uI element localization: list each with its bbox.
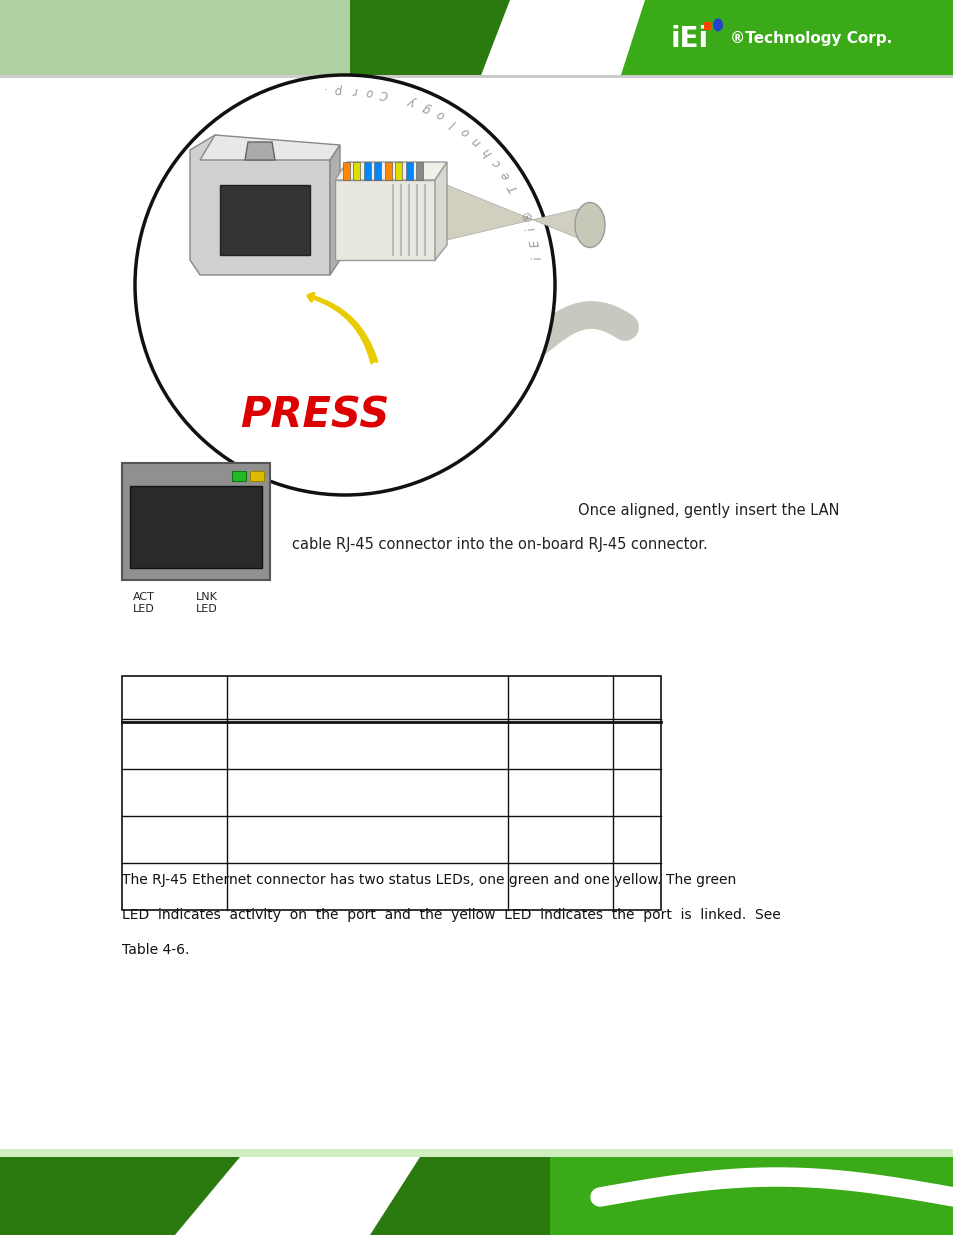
Polygon shape xyxy=(479,0,644,78)
Text: n: n xyxy=(469,133,483,148)
Polygon shape xyxy=(200,135,339,161)
Polygon shape xyxy=(330,144,339,275)
Text: cable RJ-45 connector into the on-board RJ-45 connector.: cable RJ-45 connector into the on-board … xyxy=(292,537,707,552)
Ellipse shape xyxy=(575,203,604,247)
Ellipse shape xyxy=(712,19,722,31)
Bar xyxy=(647,5,937,73)
Bar xyxy=(406,162,413,180)
Text: The RJ-45 Ethernet connector has two status LEDs, one green and one yellow. The : The RJ-45 Ethernet connector has two sta… xyxy=(122,873,736,887)
Bar xyxy=(122,676,660,910)
Text: PRESS: PRESS xyxy=(240,394,389,436)
Bar xyxy=(122,463,270,580)
Bar xyxy=(343,162,350,180)
Text: iEi: iEi xyxy=(670,25,708,53)
Polygon shape xyxy=(190,135,330,275)
Text: E: E xyxy=(528,238,542,248)
Bar xyxy=(375,162,381,180)
Bar xyxy=(579,0,953,78)
Bar xyxy=(395,162,402,180)
Text: o: o xyxy=(365,85,374,99)
Bar xyxy=(550,1157,953,1235)
Text: l: l xyxy=(448,116,457,128)
Text: ®: ® xyxy=(518,206,535,222)
Text: o: o xyxy=(434,107,446,122)
Text: o: o xyxy=(457,124,472,138)
Polygon shape xyxy=(435,162,447,261)
Text: C: C xyxy=(378,86,389,101)
Bar xyxy=(220,185,310,254)
Circle shape xyxy=(135,75,555,495)
Polygon shape xyxy=(435,185,595,254)
Text: T: T xyxy=(506,182,520,194)
Text: h: h xyxy=(479,144,494,158)
Bar xyxy=(364,162,371,180)
Text: r: r xyxy=(352,84,357,96)
Bar xyxy=(0,1149,953,1157)
Text: p: p xyxy=(335,84,343,96)
Text: Once aligned, gently insert the LAN: Once aligned, gently insert the LAN xyxy=(578,503,840,517)
Bar xyxy=(0,0,350,78)
Polygon shape xyxy=(245,142,274,161)
Bar xyxy=(232,471,246,482)
Bar xyxy=(385,162,392,180)
Text: LED  indicates  activity  on  the  port  and  the  yellow  LED  indicates  the  : LED indicates activity on the port and t… xyxy=(122,908,780,923)
Bar xyxy=(0,1157,953,1235)
Text: y: y xyxy=(407,95,418,110)
Bar xyxy=(0,78,953,1149)
Text: ®Technology Corp.: ®Technology Corp. xyxy=(729,32,891,47)
Text: i: i xyxy=(531,256,544,261)
Bar xyxy=(335,180,435,261)
Bar xyxy=(354,162,360,180)
Text: i: i xyxy=(524,225,537,232)
Text: g: g xyxy=(420,100,433,115)
Polygon shape xyxy=(174,1157,419,1235)
Bar xyxy=(416,162,423,180)
Text: Table 4-6.: Table 4-6. xyxy=(122,944,190,957)
Text: c: c xyxy=(489,156,503,169)
Text: .: . xyxy=(322,84,327,98)
Bar xyxy=(130,487,262,568)
Bar xyxy=(703,22,711,30)
Text: e: e xyxy=(498,168,513,182)
Bar xyxy=(0,0,953,78)
Bar xyxy=(0,75,953,78)
Text: ACT
LED: ACT LED xyxy=(133,593,155,614)
Bar xyxy=(250,471,264,482)
Text: LNK
LED: LNK LED xyxy=(196,593,218,614)
Polygon shape xyxy=(335,162,447,180)
